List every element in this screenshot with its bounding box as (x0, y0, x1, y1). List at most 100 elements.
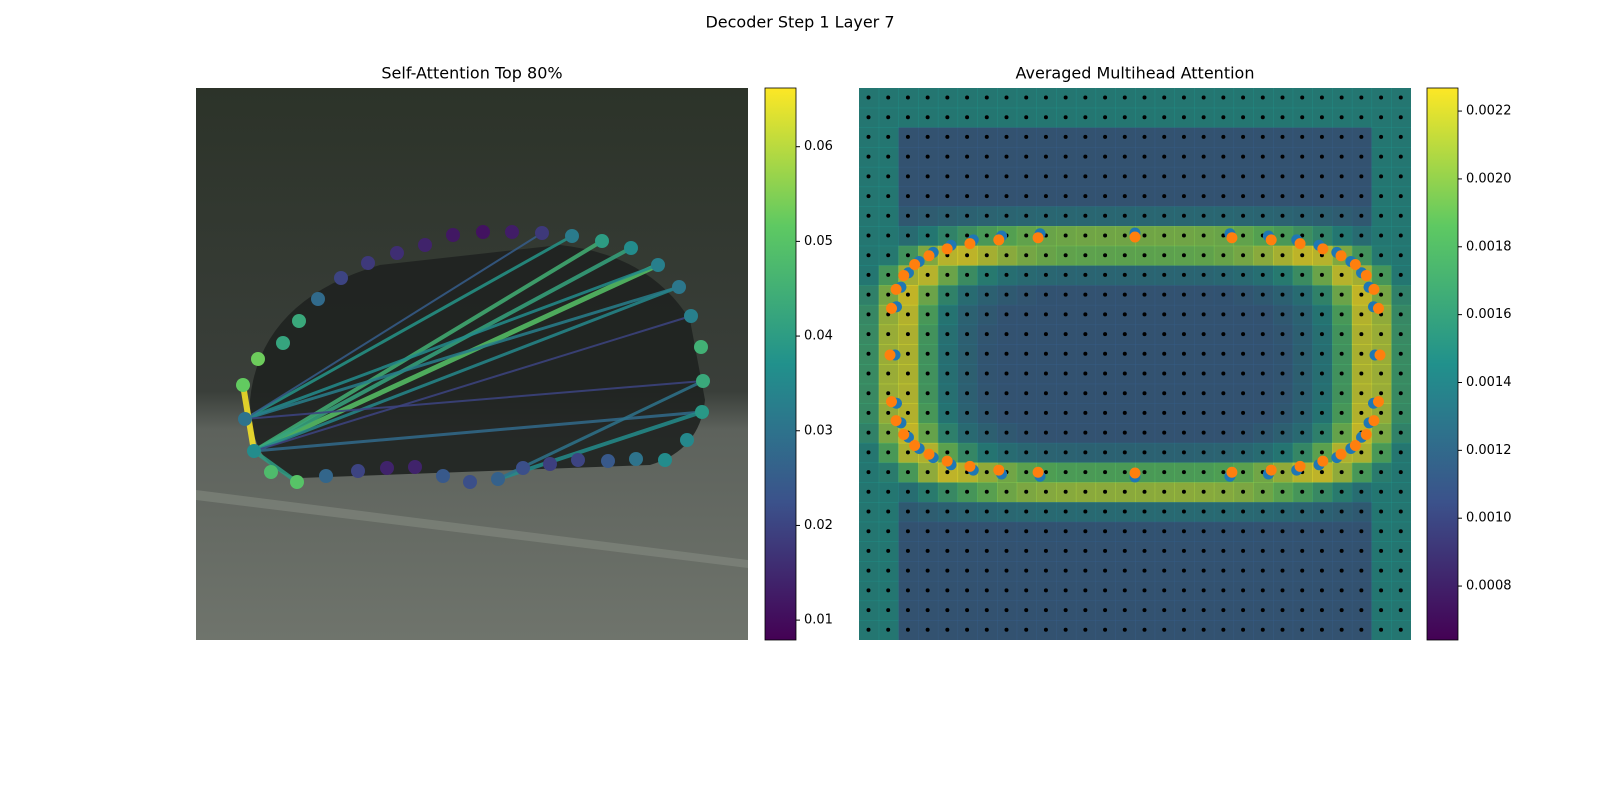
grid-dot (984, 627, 989, 632)
grid-dot (886, 529, 891, 534)
grid-dot (1201, 351, 1206, 356)
grid-dot (945, 470, 950, 475)
grid-dot (1103, 233, 1108, 238)
grid-dot (984, 134, 989, 139)
grid-dot (965, 627, 970, 632)
grid-dot (1103, 253, 1108, 258)
grid-dot (1043, 608, 1048, 613)
grid-dot (1300, 253, 1305, 258)
grid-dot (1103, 391, 1108, 396)
grid-dot (1181, 174, 1186, 179)
grid-dot (1201, 509, 1206, 514)
grid-dot (1300, 588, 1305, 593)
grid-dot (1260, 627, 1265, 632)
grid-dot (1398, 430, 1403, 435)
grid-dot (866, 450, 871, 455)
grid-dot (1063, 253, 1068, 258)
grid-dot (1083, 548, 1088, 553)
grid-dot (1024, 470, 1029, 475)
grid-dot (1379, 489, 1384, 494)
grid-dot (1359, 627, 1364, 632)
attention-line (253, 246, 632, 453)
grid-dot (1359, 134, 1364, 139)
grid-dot (1122, 174, 1127, 179)
grid-dot (866, 253, 871, 258)
grid-dot (1162, 529, 1167, 534)
attention-line (253, 285, 680, 453)
point (543, 457, 557, 471)
grid-dot (1024, 410, 1029, 415)
grid-dot (905, 410, 910, 415)
grid-dot (1201, 312, 1206, 317)
grid-dot (945, 588, 950, 593)
grid-dot (886, 292, 891, 297)
ring-point (923, 250, 935, 262)
panel-title: Self-Attention Top 80% (381, 64, 562, 83)
grid-dot (1201, 115, 1206, 120)
grid-dot (905, 233, 910, 238)
grid-dot (1221, 253, 1226, 258)
grid-dot (1319, 272, 1324, 277)
grid-dot (1162, 253, 1167, 258)
grid-dot (965, 588, 970, 593)
grid-dot (1083, 312, 1088, 317)
grid-dot (965, 312, 970, 317)
grid-dot (1398, 529, 1403, 534)
grid-dot (1260, 529, 1265, 534)
grid-dot (1004, 450, 1009, 455)
grid-dot (1181, 233, 1186, 238)
grid-dot (1398, 371, 1403, 376)
point (463, 475, 477, 489)
grid-dot (1379, 588, 1384, 593)
grid-dot (905, 134, 910, 139)
grid-dot (1004, 568, 1009, 573)
grid-dot (1043, 351, 1048, 356)
grid-dot (1319, 588, 1324, 593)
grid-dot (984, 391, 989, 396)
grid-dot (1339, 351, 1344, 356)
grid-dot (886, 134, 891, 139)
grid-dot (1221, 213, 1226, 218)
point (516, 461, 530, 475)
grid-dot (1043, 410, 1048, 415)
grid-dot (1359, 253, 1364, 258)
grid-dot (1083, 391, 1088, 396)
grid-dot (1024, 351, 1029, 356)
grid-dot (1103, 332, 1108, 337)
grid-dot (1181, 194, 1186, 199)
grid-dot (945, 194, 950, 199)
grid-dot (1339, 371, 1344, 376)
grid-dot (866, 272, 871, 277)
grid-dot (1379, 174, 1384, 179)
grid-dot (886, 154, 891, 159)
grid-dot (1241, 134, 1246, 139)
ring-point (993, 464, 1005, 476)
grid-dot (1280, 509, 1285, 514)
grid-dot (1300, 272, 1305, 277)
grid-dot (984, 154, 989, 159)
grid-dot (1162, 134, 1167, 139)
grid-dot (1181, 371, 1186, 376)
grid-dot (1201, 489, 1206, 494)
grid-dot (1319, 312, 1324, 317)
grid-dot (866, 529, 871, 534)
grid-dot (1241, 588, 1246, 593)
grid-dot (984, 548, 989, 553)
grid-dot (1122, 292, 1127, 297)
grid-dot (945, 509, 950, 514)
grid-dot (1181, 115, 1186, 120)
grid-dot (1260, 351, 1265, 356)
grid-dot (1024, 430, 1029, 435)
grid-dot (1004, 509, 1009, 514)
grid-dot (1280, 410, 1285, 415)
grid-dot (1122, 489, 1127, 494)
grid-dot (925, 470, 930, 475)
grid-dot (1241, 529, 1246, 534)
grid-dot (1043, 272, 1048, 277)
point (247, 444, 261, 458)
grid-dot (1398, 312, 1403, 317)
grid-dot (1221, 292, 1226, 297)
grid-dot (1379, 154, 1384, 159)
grid-dot (925, 410, 930, 415)
grid-dot (1004, 174, 1009, 179)
